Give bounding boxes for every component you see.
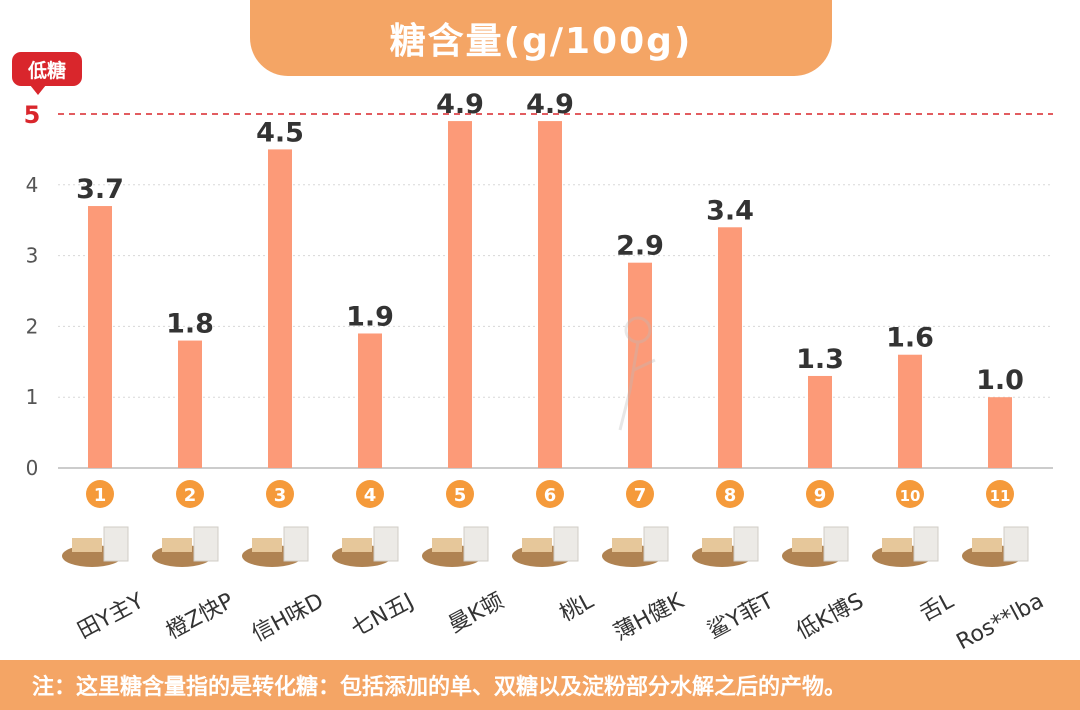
product-bread [252,538,282,552]
number-circle [626,480,654,508]
bar [538,121,562,468]
bar [448,121,472,468]
bar [898,354,922,468]
number-circle-label: 9 [814,485,827,506]
bar-value-label: 4.5 [256,117,304,148]
y-tick-label: 0 [26,456,39,480]
product-bread [162,538,192,552]
bar [988,397,1012,468]
bar-value-label: 4.9 [436,89,484,120]
y-tick-label: 1 [26,385,39,409]
product-package [733,526,759,562]
category-label: 曼K顿 [445,589,508,639]
product-bread [882,538,912,552]
product-package [913,526,939,562]
number-circle-label: 4 [364,485,377,506]
number-circle-label: 8 [724,485,737,506]
bar-value-label: 4.9 [526,89,574,120]
bar [628,262,652,468]
product-package [643,526,669,562]
product-package [193,526,219,562]
number-circle [896,480,924,508]
number-circle-label: 5 [454,485,467,506]
y-tick-label: 4 [26,173,39,197]
product-bread [702,538,732,552]
bar-value-label: 1.8 [166,309,214,340]
product-bread [522,538,552,552]
category-label: 桃L [556,588,599,627]
product-bread [612,538,642,552]
product-bread [432,538,462,552]
product-bread [342,538,372,552]
product-bread [72,538,102,552]
bar [178,340,202,468]
product-package [373,526,399,562]
number-circle [536,480,564,508]
bar-value-label: 1.6 [886,323,934,354]
bar-value-label: 1.3 [796,344,844,375]
category-label: 橙Z快P [162,589,238,645]
number-circle-label: 6 [544,485,557,506]
number-circle-label: 3 [274,485,287,506]
threshold-label: 5 [24,101,41,129]
product-package [553,526,579,562]
bar [718,227,742,468]
number-circle [176,480,204,508]
bar-value-label: 1.9 [346,301,394,332]
number-circle [356,480,384,508]
bar [268,149,292,468]
category-label: 鲨Y菲T [704,588,779,644]
bar-value-label: 3.7 [76,174,124,205]
number-circle [716,480,744,508]
category-label: 低K博S [792,589,868,645]
number-circle-label: 1 [94,485,107,506]
category-label: 薄H健K [610,588,688,646]
bar [358,333,382,468]
category-label: 信H味D [248,589,328,647]
category-label: 田Y主Y [74,588,149,644]
number-circle-label: 2 [184,485,197,506]
number-circle [446,480,474,508]
low-sugar-badge: 低糖 [12,52,82,95]
number-circle-label: 11 [990,487,1011,505]
number-circle [806,480,834,508]
bar-value-label: 3.4 [706,195,754,226]
number-circle-label: 10 [900,487,921,505]
y-tick-label: 3 [26,244,39,268]
product-package [823,526,849,562]
bar-value-label: 1.0 [976,365,1024,396]
product-package [283,526,309,562]
category-label: Ros**lba [953,589,1048,656]
product-bread [792,538,822,552]
y-tick-label: 2 [26,314,39,338]
number-circle [266,480,294,508]
category-label: 七N五J [347,589,418,643]
bar [88,206,112,469]
product-package [463,526,489,562]
footer-note: 注：这里糖含量指的是转化糖：包括添加的单、双糖以及淀粉部分水解之后的产物。 [0,660,1080,710]
chart-title: 糖含量(g/100g) [389,21,693,62]
product-bread [972,538,1002,552]
number-circle [86,480,114,508]
category-label: 舌L [916,588,959,627]
number-circle [986,480,1014,508]
product-package [1003,526,1029,562]
number-circle-label: 7 [634,485,647,506]
product-package [103,526,129,562]
bar [808,375,832,468]
bar-value-label: 2.9 [616,231,664,262]
title-banner: 糖含量(g/100g) [250,0,832,76]
